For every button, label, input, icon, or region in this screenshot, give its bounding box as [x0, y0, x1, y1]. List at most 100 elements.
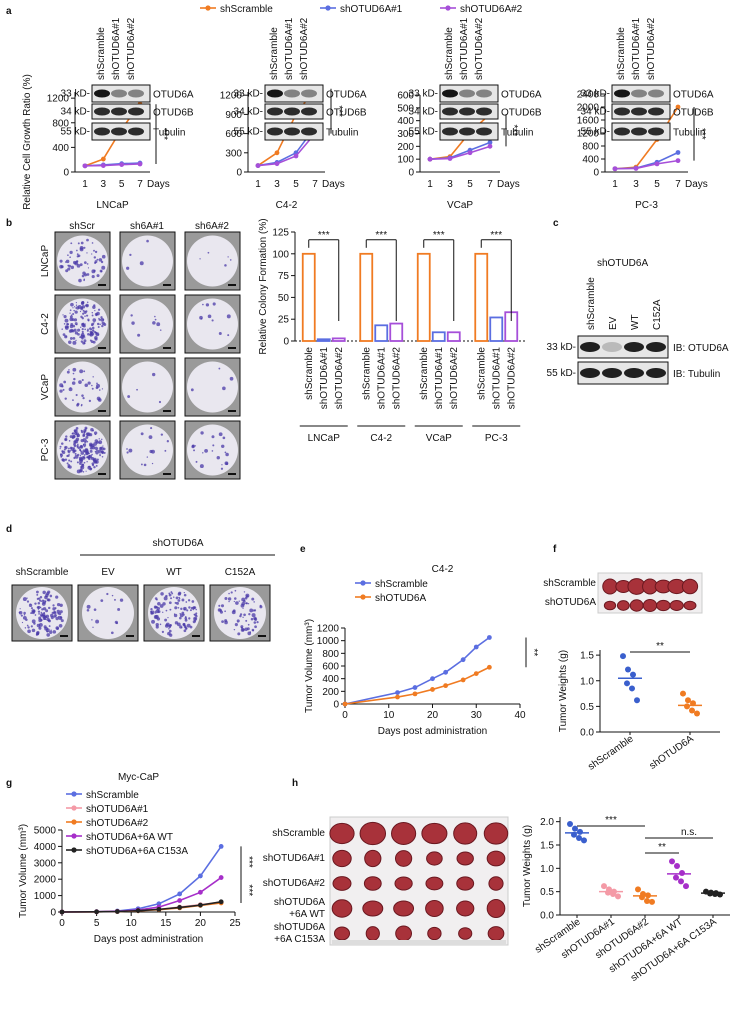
- colony: [42, 616, 46, 620]
- colony: [99, 446, 104, 451]
- colony: [171, 592, 174, 595]
- colony: [37, 608, 40, 610]
- colony: [36, 597, 40, 601]
- colony: [94, 446, 98, 450]
- colony: [164, 449, 167, 452]
- colony: [29, 603, 31, 605]
- data-point: [684, 703, 690, 710]
- colony: [77, 446, 81, 450]
- colony: [227, 334, 230, 337]
- column-label: sh6A#2: [195, 221, 229, 232]
- y-tick-label: 100: [397, 155, 414, 166]
- colony: [89, 446, 93, 450]
- band-size: 34 kD-: [581, 107, 610, 118]
- colony: [183, 608, 186, 611]
- data-point: [634, 697, 640, 704]
- band: [631, 107, 647, 116]
- lane-label: shScramble: [96, 27, 107, 80]
- colony: [95, 451, 99, 455]
- colony: [34, 614, 37, 616]
- y-tick-label: 1.5: [540, 841, 554, 852]
- colony: [97, 449, 102, 453]
- colony: [81, 378, 84, 382]
- colony: [79, 454, 82, 457]
- bar-category-label: shOTUD6A#2: [506, 347, 517, 410]
- band-label: OTUD6B: [153, 108, 194, 119]
- colony: [69, 315, 73, 319]
- colony: [127, 395, 131, 398]
- colony: [42, 607, 47, 611]
- data-point: [255, 163, 261, 169]
- colony: [82, 322, 85, 325]
- colony: [99, 453, 101, 455]
- colony: [49, 630, 53, 634]
- colony: [62, 314, 64, 316]
- colony: [96, 322, 100, 326]
- colony: [72, 312, 75, 316]
- colony: [82, 324, 86, 328]
- band-size: 55 kD-: [409, 127, 438, 138]
- band: [648, 107, 664, 116]
- colony: [160, 592, 164, 596]
- colony: [178, 591, 182, 595]
- colony: [207, 251, 210, 254]
- colony: [96, 274, 100, 278]
- colony: [98, 317, 100, 320]
- x-tick-label: 7: [312, 179, 318, 190]
- colony: [153, 615, 158, 619]
- significance-label: ***: [318, 230, 330, 241]
- tumor: [364, 849, 382, 868]
- y-axis-label: Tumor Volume (mm³): [304, 619, 315, 713]
- series-line: [429, 145, 491, 160]
- colony: [79, 263, 83, 267]
- colony: [80, 465, 83, 469]
- colony: [94, 310, 96, 312]
- colony: [200, 318, 203, 320]
- panel-label: b: [6, 218, 12, 229]
- colony: [63, 315, 67, 319]
- colony: [84, 429, 87, 432]
- colony: [85, 470, 87, 472]
- data-point: [395, 694, 400, 700]
- band-label: OTUD6B: [673, 108, 714, 119]
- colony: [194, 617, 197, 620]
- x-axis-label: Days: [147, 179, 170, 190]
- band: [631, 89, 647, 98]
- colony: [194, 445, 197, 447]
- colony: [71, 432, 75, 435]
- band-label: Tubulin: [673, 128, 705, 139]
- y-tick-label: 0.5: [580, 702, 594, 713]
- colony: [73, 442, 76, 446]
- band: [128, 127, 144, 136]
- colony: [59, 616, 63, 619]
- y-tick-label: 0: [63, 168, 69, 179]
- colony: [98, 389, 101, 391]
- colony: [153, 605, 158, 609]
- colony: [89, 339, 92, 342]
- ruler: [332, 940, 506, 945]
- y-tick-label: 2000: [34, 875, 57, 886]
- colony: [187, 599, 191, 602]
- band: [614, 107, 630, 116]
- colony: [217, 608, 222, 612]
- x-tick-label: 0: [59, 918, 65, 929]
- colony: [44, 600, 47, 602]
- colony: [89, 449, 93, 453]
- colony: [65, 269, 69, 273]
- lane-label: shOTUD6A#2: [126, 17, 137, 80]
- y-tick-label: 400: [52, 143, 69, 154]
- colony: [80, 334, 85, 339]
- tumor: [458, 927, 473, 940]
- row-label: shScramble: [543, 578, 596, 589]
- colony: [73, 306, 76, 308]
- y-tick-label: 200: [397, 142, 414, 153]
- colony: [178, 597, 181, 600]
- band: [267, 127, 283, 136]
- x-axis-label: Days post administration: [378, 726, 488, 737]
- colony: [84, 448, 89, 452]
- colony: [68, 440, 71, 442]
- data-point: [630, 671, 636, 678]
- colony: [179, 612, 181, 615]
- colony: [76, 263, 81, 268]
- colony: [163, 596, 168, 601]
